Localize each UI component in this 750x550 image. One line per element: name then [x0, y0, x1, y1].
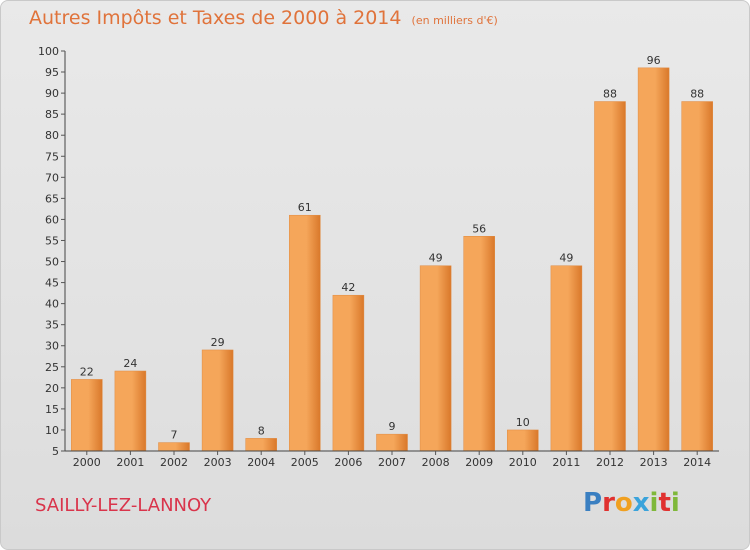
logo-letter: P	[583, 488, 603, 518]
x-tick-label: 2012	[596, 456, 624, 469]
x-tick-label: 2004	[247, 456, 275, 469]
y-tick-label: 30	[45, 340, 59, 353]
x-tick-label: 2001	[116, 456, 144, 469]
bar-value-label: 96	[647, 54, 661, 67]
x-tick-label: 2007	[378, 456, 406, 469]
y-tick-label: 25	[45, 361, 59, 374]
bar-2003	[201, 349, 234, 452]
x-tick-label: 2013	[640, 456, 668, 469]
bar-value-label: 9	[389, 420, 396, 433]
y-tick-label: 40	[45, 298, 59, 311]
y-tick-label: 45	[45, 277, 59, 290]
x-tick-label: 2003	[204, 456, 232, 469]
bar-value-label: 29	[211, 336, 225, 349]
bar-2007	[376, 433, 408, 452]
x-tick-label: 2008	[422, 456, 450, 469]
x-tick-label: 2000	[73, 456, 101, 469]
bar-value-label: 8	[258, 424, 265, 437]
y-tick-label: 60	[45, 213, 59, 226]
bar-value-label: 10	[516, 416, 530, 429]
bar-value-label: 56	[472, 222, 486, 235]
y-tick-label: 15	[45, 403, 59, 416]
y-tick-label: 50	[45, 256, 59, 269]
bar-2010	[507, 429, 539, 452]
bar-2005	[289, 214, 321, 452]
bar-2006	[332, 294, 365, 452]
y-tick-label: 55	[45, 234, 59, 247]
y-tick-label: 90	[45, 87, 59, 100]
bar-2012	[594, 101, 626, 452]
logo-letter: i	[670, 488, 680, 518]
bar-value-label: 49	[559, 252, 573, 265]
x-tick-label: 2010	[509, 456, 537, 469]
bar-2001	[114, 370, 147, 452]
y-tick-label: 75	[45, 150, 59, 163]
logo-letter: i	[649, 488, 659, 518]
bar-value-label: 49	[429, 252, 443, 265]
x-tick-label: 2006	[334, 456, 362, 469]
bar-value-label: 88	[603, 88, 617, 101]
y-tick-label: 85	[45, 108, 59, 121]
bars: 22 24 7 29 8 61 42 9 49 56 10 49 88 96 88	[71, 54, 713, 452]
y-tick-label: 35	[45, 319, 59, 332]
logo-letter: x	[632, 488, 650, 518]
bar-value-label: 42	[341, 281, 355, 294]
bar-2014	[681, 101, 713, 452]
y-tick-label: 65	[45, 192, 59, 205]
bar-value-label: 61	[298, 201, 312, 214]
bar-value-label: 88	[690, 88, 704, 101]
bar-value-label: 7	[171, 429, 178, 442]
x-tick-label: 2014	[683, 456, 711, 469]
x-tick-label: 2011	[552, 456, 580, 469]
x-tick-label: 2009	[465, 456, 493, 469]
chart-title-text: Autres Impôts et Taxes de 2000 à 2014	[29, 7, 402, 29]
bar-value-label: 24	[123, 357, 137, 370]
bar-2013	[637, 67, 670, 452]
bar-2011	[550, 265, 583, 452]
logo-letter: t	[658, 488, 671, 518]
bar-2004	[245, 438, 277, 452]
chart-title: Autres Impôts et Taxes de 2000 à 2014 (e…	[29, 7, 498, 29]
x-tick-label: 2005	[291, 456, 319, 469]
y-axis: 5 10 15 20 25 30 35 40 45 50 55 60 65 70 75 80 85 90 95 100	[38, 45, 66, 458]
chart-unit: (en milliers d'€)	[411, 14, 498, 27]
x-axis: 2000 2001 2002 2003 2004 2005 2006 2007 2008 2009…	[65, 450, 719, 469]
y-tick-label: 70	[45, 171, 59, 184]
bar-2008	[419, 265, 452, 452]
y-tick-label: 5	[52, 445, 59, 458]
y-tick-label: 80	[45, 129, 59, 142]
y-tick-label: 10	[45, 424, 59, 437]
y-tick-label: 100	[38, 45, 59, 58]
proxiti-logo[interactable]: Proxiti	[583, 488, 680, 518]
bar-value-label: 22	[80, 365, 94, 378]
bar-2000	[71, 379, 103, 452]
y-tick-label: 95	[45, 66, 59, 79]
bar-2002	[158, 442, 190, 452]
commune-name: SAILLY-LEZ-LANNOY	[35, 495, 212, 516]
y-tick-label: 20	[45, 382, 59, 395]
logo-letter: r	[602, 488, 615, 518]
x-tick-label: 2002	[160, 456, 188, 469]
logo-letter: o	[614, 488, 633, 518]
bar-2009	[463, 236, 495, 452]
